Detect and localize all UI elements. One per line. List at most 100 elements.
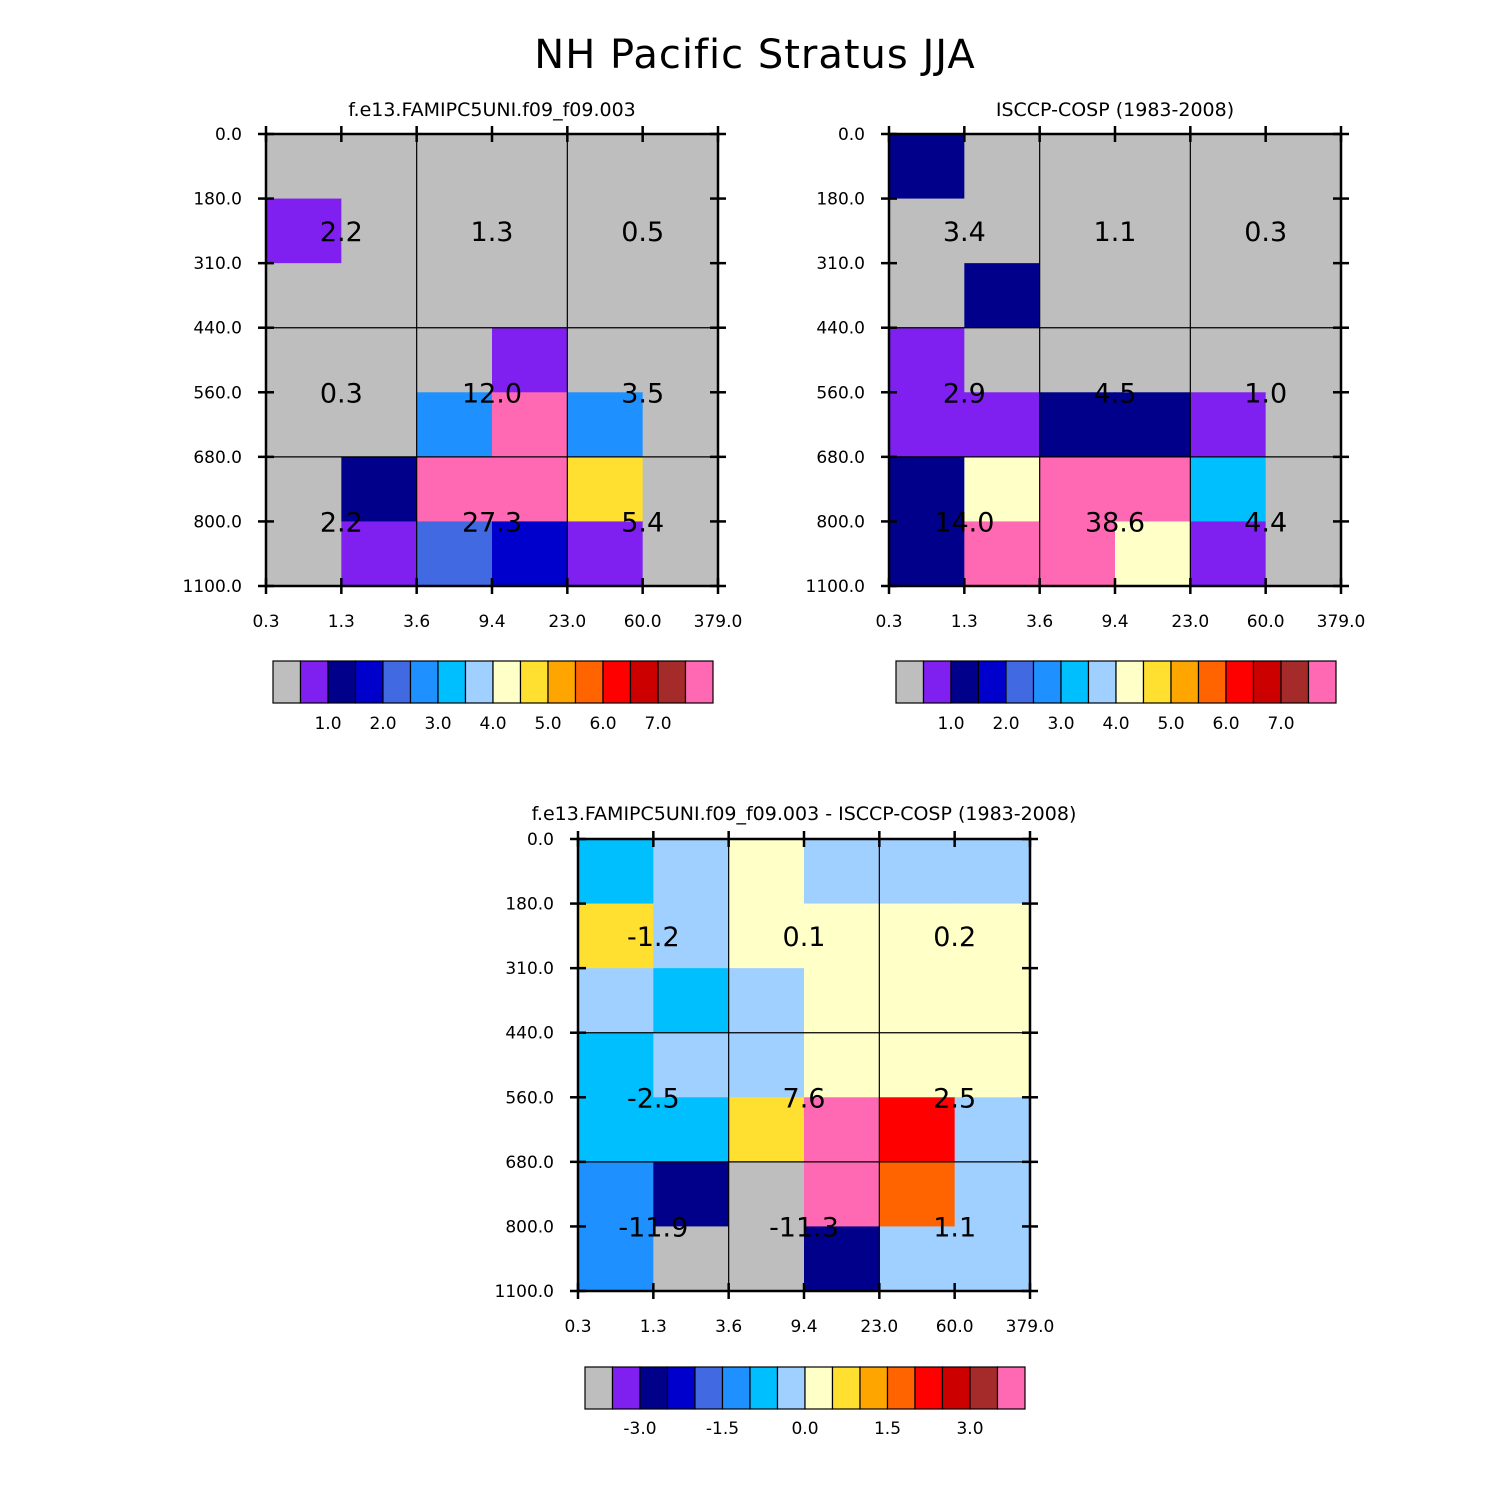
heatmap-cell xyxy=(728,968,805,1034)
heatmap-cell xyxy=(578,1161,654,1228)
x-tick-label: 23.0 xyxy=(1171,612,1209,632)
y-tick-label: 310.0 xyxy=(816,254,865,274)
y-tick-label: 310.0 xyxy=(193,254,242,274)
heatmap-cell xyxy=(653,1226,730,1292)
heatmap-cell xyxy=(416,263,493,329)
heatmap-cell xyxy=(578,903,654,969)
heatmap-cell xyxy=(341,521,418,587)
y-tick-label: 560.0 xyxy=(193,383,242,403)
y-tick-label: 440.0 xyxy=(505,1024,554,1044)
heatmap-cell xyxy=(266,392,342,458)
x-tick-label: 9.4 xyxy=(790,1317,817,1337)
cell-value-label: 2.2 xyxy=(320,217,363,248)
heatmap-cell xyxy=(889,521,965,587)
heatmap-cell xyxy=(879,968,956,1034)
heatmap-cell xyxy=(1265,392,1342,458)
y-tick-label: 180.0 xyxy=(816,190,865,210)
colorbar-label: 3.0 xyxy=(424,714,451,734)
cell-value-label: 1.1 xyxy=(933,1212,976,1243)
x-tick-label: 60.0 xyxy=(1247,612,1285,632)
heatmap-cell xyxy=(954,1226,1031,1292)
heatmap-cell xyxy=(1115,198,1191,264)
heatmap-cell xyxy=(1265,456,1342,523)
heatmap-cell xyxy=(889,327,965,393)
colorbar-label: 7.0 xyxy=(1267,714,1294,734)
colorbar-label: 6.0 xyxy=(589,714,616,734)
heatmap-cell xyxy=(1265,327,1342,393)
x-tick-label: 3.6 xyxy=(403,612,430,632)
colorbar-swatch xyxy=(666,1366,696,1410)
colorbar: -3.0 -1.5 0.0 1.5 3.0 xyxy=(584,1366,1026,1439)
colorbar-label: 3.0 xyxy=(956,1419,983,1439)
cell-value-label: 2.9 xyxy=(943,378,986,409)
x-tick-label: 3.6 xyxy=(1026,612,1053,632)
y-tick-label: 560.0 xyxy=(816,383,865,403)
heatmap-cell xyxy=(728,1032,805,1098)
panel-3: 0.0 180.0 310.0 440.0 560.0 680.0 800.0 1100.0 0… xyxy=(495,803,1077,1439)
colorbar-label: 6.0 xyxy=(1212,714,1239,734)
heatmap-cell xyxy=(889,263,965,329)
heatmap-cell xyxy=(879,839,956,905)
heatmap-cell xyxy=(653,1161,730,1228)
x-tick-label: 379.0 xyxy=(694,612,743,632)
x-tick-label: 60.0 xyxy=(624,612,662,632)
y-tick-label: 180.0 xyxy=(193,190,242,210)
cell-value-label: 3.5 xyxy=(621,378,664,409)
heatmap-cell xyxy=(1039,521,1116,587)
heatmap-cell xyxy=(653,1097,730,1163)
heatmap-cell xyxy=(341,134,418,200)
x-tick-label: 23.0 xyxy=(860,1317,898,1337)
cell-value-label: 27.3 xyxy=(462,507,522,538)
x-tick-label: 9.4 xyxy=(1101,612,1128,632)
cell-value-label: 1.0 xyxy=(1244,378,1287,409)
heatmap-cell xyxy=(341,392,418,458)
heatmap-cell xyxy=(1265,521,1342,587)
cell-value-label: 0.5 xyxy=(621,217,664,248)
heatmap-cell xyxy=(341,456,418,523)
heatmap-cell xyxy=(266,198,342,264)
colorbar-swatch xyxy=(272,660,302,704)
colorbar-swatch xyxy=(804,1366,834,1410)
heatmap-cell xyxy=(804,1226,880,1292)
x-tick-label: 23.0 xyxy=(548,612,586,632)
cell-value-label: 2.5 xyxy=(933,1083,976,1114)
colorbar-swatch xyxy=(464,660,494,704)
x-tick-label: 60.0 xyxy=(936,1317,974,1337)
heatmap-cell xyxy=(492,327,568,393)
heatmap-cell xyxy=(266,521,342,587)
colorbar-swatch xyxy=(922,660,952,704)
y-tick-label: 680.0 xyxy=(505,1153,554,1173)
heatmap-cell xyxy=(642,392,719,458)
panel-1: 0.0 180.0 310.0 440.0 560.0 680.0 800.0 1100.0 0… xyxy=(183,99,743,734)
y-tick-label: 1100.0 xyxy=(806,577,865,597)
heatmap-cell xyxy=(1039,198,1116,264)
cell-value-label: 0.2 xyxy=(933,922,976,953)
heatmap-cell xyxy=(416,198,493,264)
y-tick-label: 1100.0 xyxy=(495,1282,554,1302)
heatmap-cell xyxy=(1039,456,1116,523)
cell-value-label: 1.3 xyxy=(471,217,514,248)
colorbar-swatch xyxy=(437,660,467,704)
colorbar-swatch xyxy=(776,1366,806,1410)
colorbar-swatch xyxy=(1225,660,1255,704)
heatmap-cell xyxy=(728,839,805,905)
colorbar-swatch xyxy=(354,660,384,704)
heatmap-cell xyxy=(642,198,719,264)
colorbar-swatch xyxy=(1115,660,1145,704)
colorbar-swatch xyxy=(941,1366,971,1410)
colorbar-swatch xyxy=(547,660,577,704)
colorbar-swatch xyxy=(1005,660,1035,704)
y-tick-label: 800.0 xyxy=(193,512,242,532)
heatmap-cell xyxy=(964,134,1041,200)
heatmap-cell xyxy=(1190,392,1267,458)
x-tick-label: 379.0 xyxy=(1006,1317,1055,1337)
heatmap-cell xyxy=(1115,456,1191,523)
colorbar-swatch xyxy=(602,660,632,704)
cell-value-label: 5.4 xyxy=(621,507,664,538)
cell-value-label: 14.0 xyxy=(934,507,994,538)
heatmap-cell xyxy=(954,903,1031,969)
heatmap-cell xyxy=(578,1097,654,1163)
cell-value-label: -11.3 xyxy=(769,1212,839,1243)
heatmap-cell xyxy=(964,263,1041,329)
